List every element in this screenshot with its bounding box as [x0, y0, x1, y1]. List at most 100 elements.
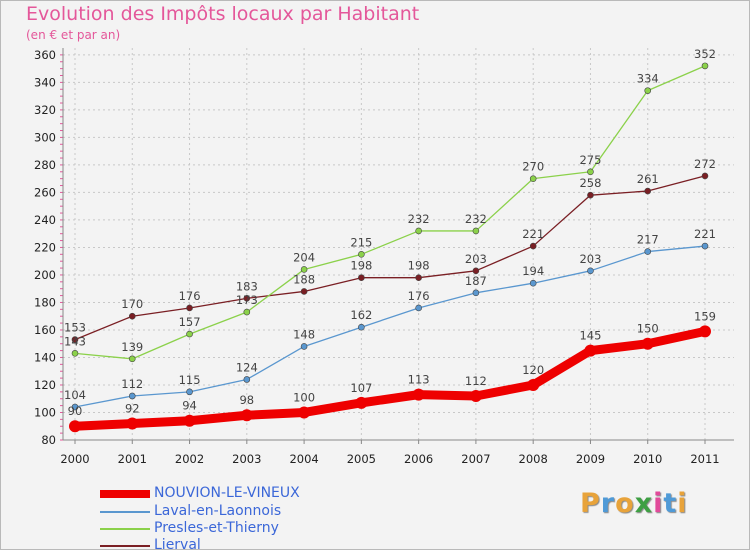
data-labels: 153 170 176 183 188 198 198 203 221 258 261 272 143 1… — [64, 47, 716, 418]
y-tick-label: 220 — [34, 240, 56, 254]
axes: 80 100 120 140 160 180 200 220 240 260 280 300 320 34… — [34, 48, 734, 466]
x-tick-label: 2001 — [118, 452, 147, 466]
data-label-laval-en-laonnois: 217 — [637, 233, 659, 247]
data-point-presles-et-thierny — [300, 266, 308, 273]
data-point-lierval — [128, 312, 136, 320]
data-point-nouvion-le-vineux — [69, 420, 81, 433]
data-label-nouvion-le-vineux: 94 — [182, 399, 197, 413]
data-point-presles-et-thierny — [415, 227, 422, 235]
y-tick-label: 100 — [34, 405, 56, 419]
data-point-nouvion-le-vineux — [584, 344, 597, 357]
data-point-nouvion-le-vineux — [298, 406, 311, 419]
data-label-nouvion-le-vineux: 145 — [579, 329, 601, 343]
data-label-lierval: 170 — [121, 297, 143, 311]
data-point-nouvion-le-vineux — [355, 396, 368, 409]
x-tick-label: 2011 — [690, 452, 719, 466]
data-point-laval-en-laonnois — [529, 279, 537, 287]
data-point-lierval — [300, 288, 308, 295]
y-tick-label: 160 — [34, 323, 56, 337]
data-point-presles-et-thierny — [186, 330, 193, 338]
data-label-lierval: 153 — [64, 321, 86, 335]
legend-label: Presles-et-Thierny — [154, 520, 279, 536]
data-label-lierval: 272 — [694, 157, 716, 171]
x-tick-label: 2004 — [289, 452, 318, 466]
data-label-nouvion-le-vineux: 159 — [694, 309, 716, 323]
legend-swatch — [100, 527, 150, 530]
y-tick-label: 120 — [34, 378, 56, 392]
data-label-nouvion-le-vineux: 100 — [293, 390, 315, 404]
y-tick-label: 260 — [34, 185, 56, 199]
data-point-lierval — [529, 242, 537, 250]
data-point-lierval — [358, 274, 365, 281]
proxiti-logo: Proxiti — [580, 488, 688, 519]
data-label-presles-et-thierny: 232 — [465, 212, 487, 226]
data-point-presles-et-thierny — [128, 355, 136, 363]
x-tick-label: 2000 — [60, 452, 89, 466]
data-label-presles-et-thierny: 232 — [408, 212, 430, 226]
series-group — [69, 62, 711, 433]
x-tick-label: 2002 — [175, 452, 204, 466]
data-point-laval-en-laonnois — [472, 289, 480, 297]
data-point-lierval — [644, 187, 652, 195]
data-label-nouvion-le-vineux: 98 — [239, 393, 254, 407]
data-label-presles-et-thierny: 270 — [522, 160, 544, 174]
y-tick-label: 340 — [34, 75, 56, 89]
series-line-presles-et-thierny — [74, 65, 706, 360]
data-point-lierval — [701, 172, 709, 180]
data-label-lierval: 188 — [293, 272, 315, 286]
data-label-lierval: 198 — [408, 259, 430, 273]
data-point-lierval — [186, 304, 193, 312]
data-point-laval-en-laonnois — [358, 323, 365, 331]
x-tick-label: 2007 — [461, 452, 490, 466]
data-point-nouvion-le-vineux — [240, 409, 253, 422]
series-line-nouvion-le-vineux — [70, 326, 710, 431]
data-point-nouvion-le-vineux — [183, 414, 196, 427]
data-point-laval-en-laonnois — [587, 267, 594, 275]
data-point-presles-et-thierny — [71, 350, 79, 357]
data-label-lierval: 221 — [522, 227, 544, 241]
data-point-nouvion-le-vineux — [469, 389, 482, 402]
data-point-presles-et-thierny — [701, 62, 709, 70]
data-label-presles-et-thierny: 352 — [694, 47, 716, 61]
data-label-lierval: 176 — [179, 289, 201, 303]
data-point-laval-en-laonnois — [243, 376, 251, 383]
data-label-laval-en-laonnois: 112 — [121, 377, 143, 391]
x-tick-label: 2006 — [404, 452, 433, 466]
chart-title: Evolution des Impôts locaux par Habitant — [26, 3, 420, 25]
series-line-laval-en-laonnois — [74, 245, 706, 408]
data-label-presles-et-thierny: 334 — [637, 72, 659, 86]
data-label-lierval: 261 — [637, 172, 659, 186]
data-label-presles-et-thierny: 215 — [350, 235, 372, 249]
data-label-lierval: 203 — [465, 252, 487, 266]
x-tick-label: 2003 — [232, 452, 261, 466]
data-point-presles-et-thierny — [644, 87, 652, 94]
x-tick-label: 2010 — [633, 452, 662, 466]
x-tick-label: 2008 — [519, 452, 548, 466]
data-label-lierval: 183 — [236, 279, 258, 293]
data-point-laval-en-laonnois — [644, 248, 652, 255]
y-tick-label: 360 — [34, 48, 56, 62]
grid-lines — [63, 48, 734, 441]
data-label-laval-en-laonnois: 176 — [408, 289, 430, 303]
data-label-nouvion-le-vineux: 107 — [350, 381, 372, 395]
data-point-presles-et-thierny — [587, 168, 594, 176]
data-label-laval-en-laonnois: 104 — [64, 388, 86, 402]
data-label-presles-et-thierny: 143 — [64, 334, 86, 348]
data-point-presles-et-thierny — [472, 227, 480, 235]
data-point-presles-et-thierny — [529, 175, 537, 182]
data-point-presles-et-thierny — [358, 251, 365, 258]
data-point-laval-en-laonnois — [300, 343, 308, 350]
y-tick-label: 300 — [34, 130, 56, 144]
data-point-lierval — [415, 274, 422, 281]
y-tick-label: 180 — [34, 295, 56, 309]
data-label-laval-en-laonnois: 148 — [293, 327, 315, 341]
x-tick-label: 2009 — [576, 452, 605, 466]
data-point-nouvion-le-vineux — [641, 337, 654, 350]
data-point-laval-en-laonnois — [701, 242, 709, 250]
x-tick-label: 2005 — [347, 452, 376, 466]
y-tick-label: 240 — [34, 213, 56, 227]
data-label-laval-en-laonnois: 194 — [522, 264, 544, 278]
legend-swatch — [100, 489, 150, 498]
data-label-laval-en-laonnois: 162 — [350, 308, 372, 322]
data-label-presles-et-thierny: 157 — [179, 315, 201, 329]
